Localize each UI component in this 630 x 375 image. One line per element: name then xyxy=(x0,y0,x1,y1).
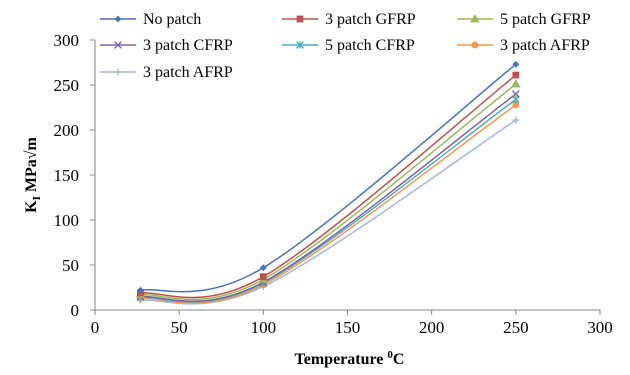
legend-label: 3 patch GFRP xyxy=(325,11,416,28)
data-point xyxy=(512,60,520,68)
legend-label: No patch xyxy=(143,11,201,28)
y-tick-label: 250 xyxy=(54,76,80,95)
x-axis-title-sup: 0 xyxy=(387,349,393,361)
y-tick-label: 0 xyxy=(71,301,80,320)
y-axis-title: KI MPa√m xyxy=(23,136,43,212)
series-3 xyxy=(136,90,520,302)
y-axis-title-unit: MPa√m xyxy=(23,136,40,196)
legend-marker xyxy=(296,15,304,23)
series-4 xyxy=(136,95,520,303)
y-axis-title-k: K xyxy=(23,200,40,213)
series-2 xyxy=(135,79,521,301)
data-point xyxy=(512,101,520,109)
x-tick-label: 200 xyxy=(419,318,445,337)
x-tick-label: 50 xyxy=(171,318,188,337)
legend-item: 3 patch GFRP xyxy=(282,11,416,28)
data-point xyxy=(512,71,520,79)
x-tick-label: 100 xyxy=(251,318,277,337)
series-1 xyxy=(137,71,520,299)
series-line xyxy=(140,74,517,299)
data-point xyxy=(137,286,144,294)
y-axis-title-sub: I xyxy=(31,196,43,200)
series-0 xyxy=(137,60,520,294)
legend-item: 5 patch CFRP xyxy=(282,37,415,54)
series-line xyxy=(140,104,517,304)
series-line xyxy=(140,83,517,301)
y-tick-label: 100 xyxy=(54,211,80,230)
y-tick-label: 50 xyxy=(62,256,79,275)
legend-label: 3 patch CFRP xyxy=(143,37,233,54)
x-tick-label: 150 xyxy=(335,318,361,337)
legend-item: 3 patch AFRP xyxy=(100,64,233,81)
legend-label: 3 patch AFRP xyxy=(143,64,233,81)
data-point xyxy=(511,90,520,98)
y-tick-label: 200 xyxy=(54,121,80,140)
x-tick-label: 0 xyxy=(91,318,100,337)
y-tick-label: 150 xyxy=(54,166,80,185)
x-axis-title: Temperature 0C xyxy=(295,349,405,368)
legend-marker xyxy=(114,68,122,76)
series-line xyxy=(140,63,517,293)
legend-item: 3 patch AFRP xyxy=(457,37,590,54)
legend-marker xyxy=(471,41,479,49)
data-point xyxy=(259,264,267,272)
legend-item: 3 patch CFRP xyxy=(100,37,233,54)
x-axis-title-unit: C xyxy=(393,351,405,368)
data-point xyxy=(512,116,520,124)
legend-marker xyxy=(296,41,304,49)
x-tick-label: 300 xyxy=(587,318,613,337)
legend-marker xyxy=(470,14,480,23)
axes: 0 50 100 150 200 250 300 0 50 100 150 200 250 300 xyxy=(54,31,613,337)
y-tick-label: 300 xyxy=(54,31,80,50)
data-point xyxy=(259,273,267,281)
series-line xyxy=(140,93,517,302)
legend-label: 5 patch CFRP xyxy=(325,37,415,54)
legend-item: No patch xyxy=(100,11,201,28)
series-layer xyxy=(135,60,521,305)
legend-label: 3 patch AFRP xyxy=(500,37,590,54)
x-tick-label: 250 xyxy=(503,318,529,337)
legend-label: 5 patch GFRP xyxy=(500,11,591,28)
series-5 xyxy=(137,101,520,304)
series-line xyxy=(140,98,517,303)
legend-marker xyxy=(114,41,122,49)
data-point xyxy=(510,79,521,88)
legend: No patch 3 patch GFRP 5 patch GFRP 3 patch … xyxy=(100,11,591,81)
legend-marker xyxy=(114,15,122,23)
series-line xyxy=(140,119,517,305)
legend-item: 5 patch GFRP xyxy=(457,11,591,28)
x-axis-title-main: Temperature xyxy=(295,351,388,368)
